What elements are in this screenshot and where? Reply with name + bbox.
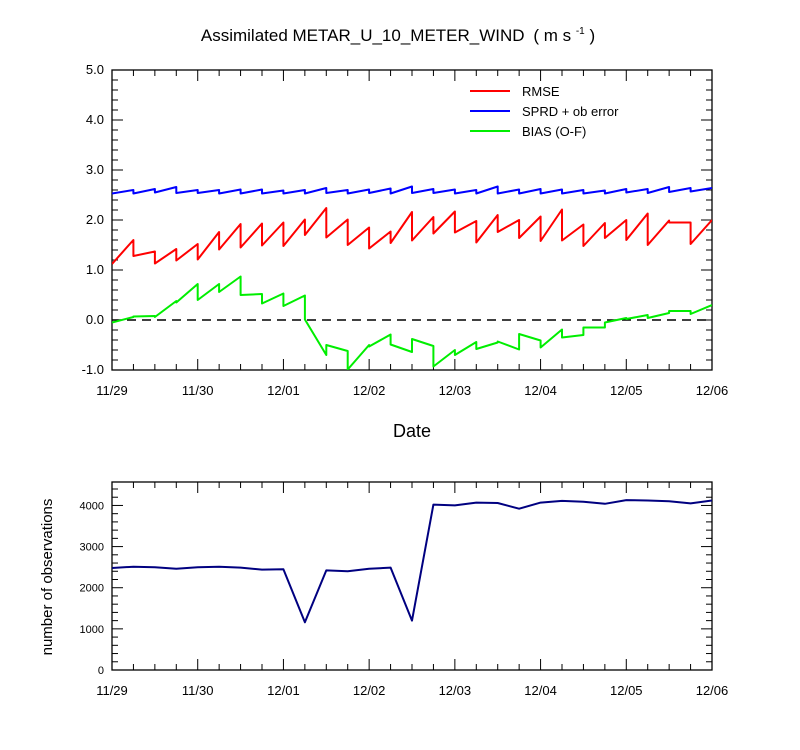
bottom-y-tick-label: 2000 xyxy=(80,583,104,595)
top-series-line-bias-o-f xyxy=(112,275,712,370)
legend-label-bias-o-f: BIAS (O-F) xyxy=(522,124,586,139)
bottom-x-tick-label: 12/05 xyxy=(610,683,643,698)
top-x-tick-label: 12/01 xyxy=(267,383,300,398)
top-y-tick-label: 1.0 xyxy=(86,262,104,277)
top-x-tick-label: 12/02 xyxy=(353,383,386,398)
bottom-y-tick-label: 1000 xyxy=(80,624,104,636)
bottom-panel: 11/29 11/30 12/01 12/02 12/03 12/04 12/05 12/06… xyxy=(80,481,729,698)
bottom-x-tick-label: 12/01 xyxy=(267,683,300,698)
top-y-tick-label: 0.0 xyxy=(86,312,104,327)
bottom-y-tick-label: 3000 xyxy=(80,542,104,554)
top-x-tick-label: 12/06 xyxy=(696,383,729,398)
bottom-series-group xyxy=(112,499,712,624)
top-x-tick-label: 11/29 xyxy=(96,383,128,398)
title-text: Assimilated METAR_U_10_METER_WIND xyxy=(201,26,525,45)
legend-label-sprd-ob-error: SPRD + ob error xyxy=(522,104,619,119)
bottom-plot-frame xyxy=(111,481,713,671)
title-units-close: ) xyxy=(589,26,595,45)
top-panel: 11/29 11/30 12/01 12/02 12/03 12/04 12/05 12/06… xyxy=(82,62,729,398)
top-y-tick-label: 3.0 xyxy=(86,162,104,177)
bottom-x-tick-label: 12/04 xyxy=(524,683,557,698)
top-x-tick-label: 12/03 xyxy=(439,383,472,398)
bottom-y-tick-label: 0 xyxy=(98,665,104,677)
title-units-exponent: -1 xyxy=(576,26,585,37)
title-units: ( m s xyxy=(533,26,571,45)
chart-title: Assimilated METAR_U_10_METER_WIND ( m s … xyxy=(201,19,595,45)
bottom-y-tick-label: 4000 xyxy=(80,500,104,512)
bottom-x-tick-label: 11/29 xyxy=(96,683,128,698)
top-series-line-rmse xyxy=(112,207,712,265)
bottom-x-tick-label: 12/06 xyxy=(696,683,729,698)
top-x-tick-label: 12/05 xyxy=(610,383,643,398)
bottom-x-tick-label: 12/02 xyxy=(353,683,386,698)
top-x-tick-label: 11/30 xyxy=(182,383,214,398)
top-series-line-sprd-ob-error xyxy=(112,185,712,195)
bottom-y-axis-label: number of observations xyxy=(39,499,56,656)
top-y-tick-label: -1.0 xyxy=(82,362,104,377)
top-y-tick-label: 5.0 xyxy=(86,62,104,77)
top-x-tick-label: 12/04 xyxy=(524,383,557,398)
bottom-x-tick-label: 12/03 xyxy=(439,683,472,698)
top-series-group xyxy=(112,185,712,370)
bottom-series-line-observations xyxy=(112,499,712,624)
top-y-tick-label: 2.0 xyxy=(86,212,104,227)
legend-label-rmse: RMSE xyxy=(522,84,560,99)
top-y-tick-label: 4.0 xyxy=(86,112,104,127)
top-x-axis-label: Date xyxy=(393,421,431,441)
bottom-x-tick-label: 11/30 xyxy=(182,683,214,698)
